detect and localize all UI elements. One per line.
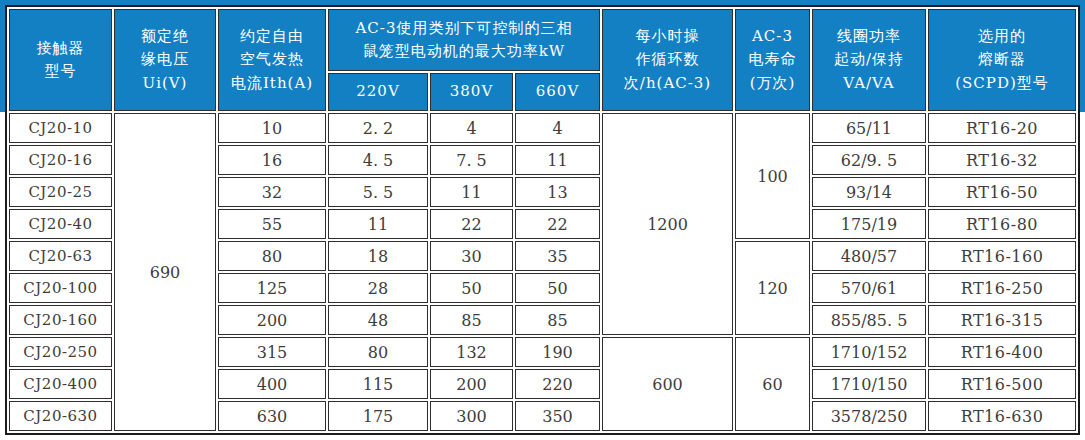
cell-fuse: RT16-400 (928, 337, 1076, 367)
page-background: 接触器 型号 额定绝 缘电压 Ui(V) 约定自由 空气发热 电流Ith(A) … (0, 0, 1085, 440)
cell-power-380: 7. 5 (430, 145, 513, 175)
header-rated-insulation-voltage: 额定绝 缘电压 Ui(V) (114, 9, 216, 111)
cell-power-220: 18 (328, 241, 428, 271)
cell-power-380: 132 (430, 337, 513, 367)
cell-power-660: 11 (515, 145, 600, 175)
cell-ui-voltage: 690 (114, 113, 216, 431)
cell-model: CJ20-40 (9, 209, 112, 239)
cell-model: CJ20-100 (9, 273, 112, 303)
cell-ith: 200 (218, 305, 326, 335)
header-cycles-per-hour: 每小时操 作循环数 次/h(AC-3) (602, 9, 733, 111)
cell-fuse: RT16-80 (928, 209, 1076, 239)
header-voltage-660: 660V (515, 73, 600, 111)
cell-power-380: 4 (430, 113, 513, 143)
cell-fuse: RT16-315 (928, 305, 1076, 335)
cell-power-660: 4 (515, 113, 600, 143)
cell-ac3-life: 60 (735, 337, 810, 431)
cell-power-220: 115 (328, 369, 428, 399)
cell-power-220: 175 (328, 401, 428, 431)
cell-fuse: RT16-32 (928, 145, 1076, 175)
cell-power-220: 4. 5 (328, 145, 428, 175)
header-ac3-max-power: AC-3使用类别下可控制的三相 鼠笼型电动机的最大功率kW (328, 9, 600, 71)
cell-ith: 125 (218, 273, 326, 303)
table-body: CJ20-10 690 10 2. 2 4 4 1200 100 65/11 R… (9, 113, 1076, 431)
cell-fuse: RT16-250 (928, 273, 1076, 303)
cell-fuse: RT16-20 (928, 113, 1076, 143)
cell-coil-power: 1710/150 (812, 369, 926, 399)
cell-power-660: 220 (515, 369, 600, 399)
cell-coil-power: 175/19 (812, 209, 926, 239)
cell-model: CJ20-10 (9, 113, 112, 143)
cell-power-220: 28 (328, 273, 428, 303)
cell-coil-power: 65/11 (812, 113, 926, 143)
cell-ac3-life: 100 (735, 113, 810, 239)
cell-model: CJ20-63 (9, 241, 112, 271)
cell-ith: 16 (218, 145, 326, 175)
cell-ith: 630 (218, 401, 326, 431)
table-row: CJ20-10 690 10 2. 2 4 4 1200 100 65/11 R… (9, 113, 1076, 143)
cell-model: CJ20-630 (9, 401, 112, 431)
header-row-1: 接触器 型号 额定绝 缘电压 Ui(V) 约定自由 空气发热 电流Ith(A) … (9, 9, 1076, 71)
cell-power-380: 11 (430, 177, 513, 207)
cell-power-660: 85 (515, 305, 600, 335)
header-fuse: 选用的 熔断器 (SCPD)型号 (928, 9, 1076, 111)
cell-power-380: 85 (430, 305, 513, 335)
header-thermal-current: 约定自由 空气发热 电流Ith(A) (218, 9, 326, 111)
cell-power-380: 22 (430, 209, 513, 239)
cell-power-660: 50 (515, 273, 600, 303)
cell-ith: 400 (218, 369, 326, 399)
cell-power-660: 35 (515, 241, 600, 271)
cell-coil-power: 480/57 (812, 241, 926, 271)
cell-model: CJ20-250 (9, 337, 112, 367)
cell-fuse: RT16-160 (928, 241, 1076, 271)
cell-power-220: 48 (328, 305, 428, 335)
cell-cycles-per-hour: 1200 (602, 113, 733, 335)
cell-model: CJ20-25 (9, 177, 112, 207)
cell-ith: 32 (218, 177, 326, 207)
cell-cycles-per-hour: 600 (602, 337, 733, 431)
cell-ac3-life: 120 (735, 241, 810, 335)
cell-model: CJ20-400 (9, 369, 112, 399)
cell-ith: 55 (218, 209, 326, 239)
cell-ith: 315 (218, 337, 326, 367)
cell-fuse: RT16-630 (928, 401, 1076, 431)
cell-coil-power: 1710/152 (812, 337, 926, 367)
header-ac3-life: AC-3 电寿命 (万次) (735, 9, 810, 111)
cell-coil-power: 570/61 (812, 273, 926, 303)
table-header: 接触器 型号 额定绝 缘电压 Ui(V) 约定自由 空气发热 电流Ith(A) … (9, 9, 1076, 111)
header-voltage-380: 380V (430, 73, 513, 111)
cell-power-220: 2. 2 (328, 113, 428, 143)
header-coil-power: 线圈功率 起动/保持 VA/VA (812, 9, 926, 111)
cell-power-660: 13 (515, 177, 600, 207)
cell-ith: 10 (218, 113, 326, 143)
cell-power-660: 350 (515, 401, 600, 431)
header-voltage-220: 220V (328, 73, 428, 111)
cell-power-220: 5. 5 (328, 177, 428, 207)
cell-power-380: 300 (430, 401, 513, 431)
cell-coil-power: 62/9. 5 (812, 145, 926, 175)
cell-power-660: 190 (515, 337, 600, 367)
cell-fuse: RT16-50 (928, 177, 1076, 207)
cell-power-660: 22 (515, 209, 600, 239)
cell-model: CJ20-16 (9, 145, 112, 175)
contactor-spec-table: 接触器 型号 额定绝 缘电压 Ui(V) 约定自由 空气发热 电流Ith(A) … (5, 5, 1080, 435)
cell-power-220: 80 (328, 337, 428, 367)
cell-coil-power: 93/14 (812, 177, 926, 207)
cell-coil-power: 855/85. 5 (812, 305, 926, 335)
cell-power-220: 11 (328, 209, 428, 239)
cell-fuse: RT16-500 (928, 369, 1076, 399)
cell-power-380: 50 (430, 273, 513, 303)
header-contactor-model: 接触器 型号 (9, 9, 112, 111)
cell-ith: 80 (218, 241, 326, 271)
cell-power-380: 200 (430, 369, 513, 399)
cell-power-380: 30 (430, 241, 513, 271)
cell-coil-power: 3578/250 (812, 401, 926, 431)
cell-model: CJ20-160 (9, 305, 112, 335)
